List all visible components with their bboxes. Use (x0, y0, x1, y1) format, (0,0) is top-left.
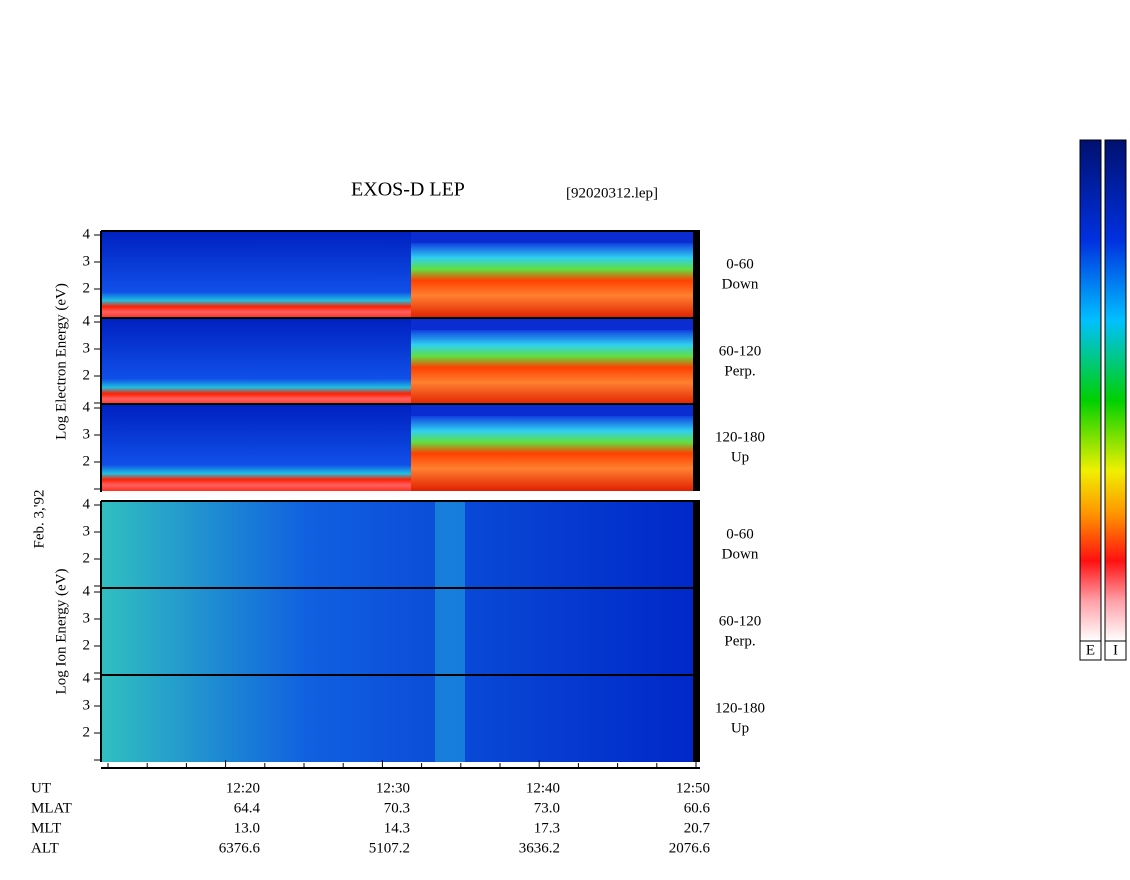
spectrogram-streak (435, 501, 465, 588)
row-value: 6376.6 (219, 840, 261, 856)
row-value: 73.0 (534, 800, 560, 816)
y-tick-label: 4 (83, 226, 91, 242)
pitch-angle: 60-120 (719, 613, 762, 629)
black-strip (693, 404, 700, 491)
direction: Down (722, 276, 759, 292)
direction: Up (731, 720, 749, 736)
row-value: 70.3 (384, 800, 410, 816)
row-label: UT (31, 780, 51, 796)
row-value: 60.6 (684, 800, 711, 816)
spectrogram-ion (101, 501, 693, 588)
y-axis-label: Log Ion Energy (eV) (53, 569, 69, 695)
black-strip (693, 675, 700, 762)
row-value: 12:20 (226, 780, 260, 796)
direction: Perp. (724, 633, 755, 649)
color-bar-box (1104, 640, 1127, 661)
y-tick-label: 4 (83, 670, 91, 686)
y-tick-label: 4 (83, 313, 91, 329)
black-strip (693, 501, 700, 588)
row-value: 12:50 (676, 780, 710, 796)
y-tick-label: 3 (83, 253, 91, 269)
y-axis-label: Log Electron Energy (eV) (53, 283, 69, 440)
color-bar (1079, 139, 1102, 642)
row-value: 2076.6 (669, 840, 711, 856)
row-value: 12:40 (526, 780, 560, 796)
row-value: 5107.2 (369, 840, 410, 856)
file-name: [92020312.lep] (566, 185, 658, 201)
spectrogram-high (411, 243, 693, 318)
row-value: 17.3 (534, 820, 560, 836)
date: Feb. 3,'92 (31, 490, 47, 549)
y-tick-label: 4 (83, 496, 91, 512)
y-tick-label: 2 (83, 280, 91, 296)
spectrogram-low (101, 318, 411, 405)
y-tick-label: 2 (83, 637, 91, 653)
row-label: ALT (31, 840, 59, 856)
spectrogram-ion (101, 675, 693, 762)
spectrogram-low (101, 231, 411, 318)
color-bar-label: E (1086, 642, 1095, 658)
row-value: 3636.2 (519, 840, 560, 856)
y-tick-label: 3 (83, 426, 91, 442)
pitch-angle: 0-60 (726, 256, 754, 272)
color-bar-label: I (1113, 642, 1118, 658)
row-value: 64.4 (234, 800, 261, 816)
row-label: MLAT (31, 800, 72, 816)
y-tick-label: 3 (83, 697, 91, 713)
black-strip (693, 588, 700, 675)
spectrogram-high (411, 416, 693, 491)
row-label: MLT (31, 820, 61, 836)
y-tick-label: 4 (83, 583, 91, 599)
spectrogram-ion (101, 588, 693, 675)
black-strip (693, 231, 700, 318)
direction: Up (731, 449, 749, 465)
pitch-angle: 60-120 (719, 343, 762, 359)
y-tick-label: 2 (83, 367, 91, 383)
pitch-angle: 0-60 (726, 526, 754, 542)
black-strip (693, 318, 700, 405)
title: EXOS-D LEP (351, 179, 465, 201)
spectrogram-streak (435, 675, 465, 762)
y-tick-label: 3 (83, 610, 91, 626)
row-value: 12:30 (376, 780, 410, 796)
y-tick-label: 2 (83, 724, 91, 740)
y-tick-label: 2 (83, 550, 91, 566)
direction: Perp. (724, 363, 755, 379)
spectrogram-streak (435, 588, 465, 675)
y-tick-label: 2 (83, 453, 91, 469)
row-value: 20.7 (684, 820, 711, 836)
pitch-angle: 120-180 (715, 429, 765, 445)
y-tick-label: 3 (83, 523, 91, 539)
row-value: 13.0 (234, 820, 260, 836)
color-bar-box (1079, 640, 1102, 661)
pitch-angle: 120-180 (715, 700, 765, 716)
row-value: 14.3 (384, 820, 410, 836)
direction: Down (722, 546, 759, 562)
y-tick-label: 4 (83, 399, 91, 415)
y-tick-label: 3 (83, 340, 91, 356)
spectrogram-low (101, 404, 411, 491)
color-bar (1104, 139, 1127, 642)
spectrogram-high (411, 330, 693, 405)
